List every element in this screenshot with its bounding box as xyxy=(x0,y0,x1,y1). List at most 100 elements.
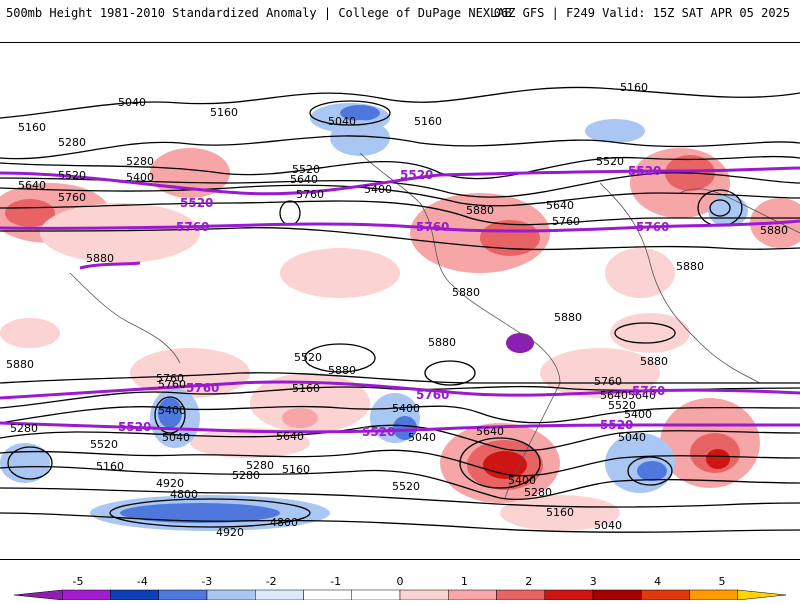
contour-label: 5160 xyxy=(620,81,648,94)
contour-label: 5400 xyxy=(392,402,420,415)
colorbar-swatch xyxy=(448,589,497,601)
contour-label: 5160 xyxy=(96,460,124,473)
contour-label: 5280 xyxy=(10,422,38,435)
colorbar-swatch xyxy=(13,589,63,601)
colorbar-tick-label: -1 xyxy=(330,575,341,588)
contour-label: 5880 xyxy=(86,252,114,265)
contour-label: 5040 xyxy=(618,431,646,444)
contour-label: 4920 xyxy=(216,526,244,539)
contour-label: 5280 xyxy=(246,459,274,472)
contour-label: 5880 xyxy=(676,260,704,273)
contour-label: 5040 xyxy=(408,431,436,444)
colorbar-tick-label: -5 xyxy=(73,575,84,588)
contour-label: 5280 xyxy=(58,136,86,149)
contour-label: 5520 xyxy=(608,399,636,412)
contour-label: 5760 xyxy=(552,215,580,228)
contour-label: 5640 xyxy=(18,179,46,192)
contour-label-group: 5040 5160 5160 5040 5160 5160 5280 5520 … xyxy=(6,81,788,539)
colorbar-tick-label: 5 xyxy=(719,575,726,588)
contour-label: 5880 xyxy=(428,336,456,349)
contour-label: 5160 xyxy=(546,506,574,519)
colorbar-swatch xyxy=(255,589,304,601)
key-contour-label: 5760 xyxy=(416,388,449,402)
key-contour-label: 5520 xyxy=(628,164,661,178)
colorbar-tick-label: 2 xyxy=(525,575,532,588)
contour-label: 5640 xyxy=(276,430,304,443)
contour-label: 5520 xyxy=(294,351,322,364)
colorbar-tick-label: -2 xyxy=(266,575,277,588)
contour-label: 5400 xyxy=(624,408,652,421)
contour-label: 5160 xyxy=(414,115,442,128)
colorbar-tick-label: 1 xyxy=(461,575,468,588)
colorbar-swatch xyxy=(110,589,159,601)
colorbar-swatch xyxy=(399,589,449,601)
contour-label: 5160 xyxy=(282,463,310,476)
key-contour-label: 5520 xyxy=(118,420,151,434)
colorbar-swatch xyxy=(351,589,401,601)
contour-label: 5880 xyxy=(6,358,34,371)
contour-label: 5160 xyxy=(292,382,320,395)
contour-label: 5760 xyxy=(158,378,186,391)
anomaly-map: 5040 5160 5160 5040 5160 5160 5280 5520 … xyxy=(0,42,800,560)
contour-label: 5520 xyxy=(58,169,86,182)
colorbar-swatch xyxy=(496,589,545,601)
colorbar-ticks: -5 -4 -3 -2 -1 0 1 2 3 4 5 xyxy=(73,575,726,588)
key-contour-labels: 5520 5520 5760 5760 5520 5760 5760 5760 … xyxy=(118,164,669,439)
key-contours xyxy=(0,166,800,434)
contour-label: 5280 xyxy=(126,155,154,168)
map-title: 500mb Height 1981-2010 Standardized Anom… xyxy=(6,6,512,20)
contour-label: 5640 xyxy=(628,389,656,402)
key-contour-label: 5760 xyxy=(176,220,209,234)
contour-label: 5520 xyxy=(596,155,624,168)
contour-label: 5640 xyxy=(600,389,628,402)
contour-label: 4800 xyxy=(170,488,198,501)
colorbar-tick-label: -3 xyxy=(201,575,212,588)
contour-label: 5760 xyxy=(156,372,184,385)
colorbar-swatch xyxy=(641,589,690,601)
key-contour-label: 5760 xyxy=(416,220,449,234)
contour-label: 5880 xyxy=(640,355,668,368)
contour-label: 5880 xyxy=(554,311,582,324)
colorbar-tick-label: 4 xyxy=(654,575,661,588)
contour-label: 5040 xyxy=(162,431,190,444)
contour-label: 5880 xyxy=(452,286,480,299)
contour-label: 5280 xyxy=(524,486,552,499)
contour-label: 5400 xyxy=(158,404,186,417)
colorbar-swatch xyxy=(592,589,642,601)
colorbar-swatch xyxy=(206,589,256,601)
key-contour-label: 5520 xyxy=(400,168,433,182)
colorbar-tick-label: 3 xyxy=(590,575,597,588)
key-contour-label: 5760 xyxy=(632,384,665,398)
contour-label: 5760 xyxy=(594,375,622,388)
anomaly-colorbar: -5 -4 -3 -2 -1 0 1 2 3 4 5 xyxy=(0,572,800,601)
coastlines xyxy=(69,152,800,499)
contour-label: 5760 xyxy=(296,188,324,201)
key-contour-label: 5760 xyxy=(186,381,219,395)
colorbar-swatch xyxy=(62,589,111,601)
contour-label: 5640 xyxy=(546,199,574,212)
anomaly-shading xyxy=(0,103,800,531)
contour-label: 5400 xyxy=(364,183,392,196)
contour-label: 5760 xyxy=(58,191,86,204)
colorbar-swatch xyxy=(544,589,594,601)
contour-label: 5880 xyxy=(466,204,494,217)
contour-label: 5160 xyxy=(210,106,238,119)
contour-label: 5520 xyxy=(392,480,420,493)
contour-label: 5400 xyxy=(126,171,154,184)
colorbar-tick-label: 0 xyxy=(397,575,404,588)
contour-label: 4800 xyxy=(270,516,298,529)
model-valid-time: 06Z GFS | F249 Valid: 15Z SAT APR 05 202… xyxy=(493,6,790,20)
contour-label: 5520 xyxy=(292,163,320,176)
colorbar-swatches xyxy=(13,589,787,601)
colorbar-swatch xyxy=(158,589,208,601)
contour-label: 5400 xyxy=(508,474,536,487)
colorbar-tick-label: -4 xyxy=(137,575,148,588)
contour-label: 4920 xyxy=(156,477,184,490)
contour-label: 5880 xyxy=(328,364,356,377)
contour-label: 5040 xyxy=(594,519,622,532)
contour-label: 5040 xyxy=(118,96,146,109)
key-contour-label: 5520 xyxy=(600,418,633,432)
contour-label: 5880 xyxy=(760,224,788,237)
contour-label: 5160 xyxy=(18,121,46,134)
key-contour-label: 5760 xyxy=(636,220,669,234)
